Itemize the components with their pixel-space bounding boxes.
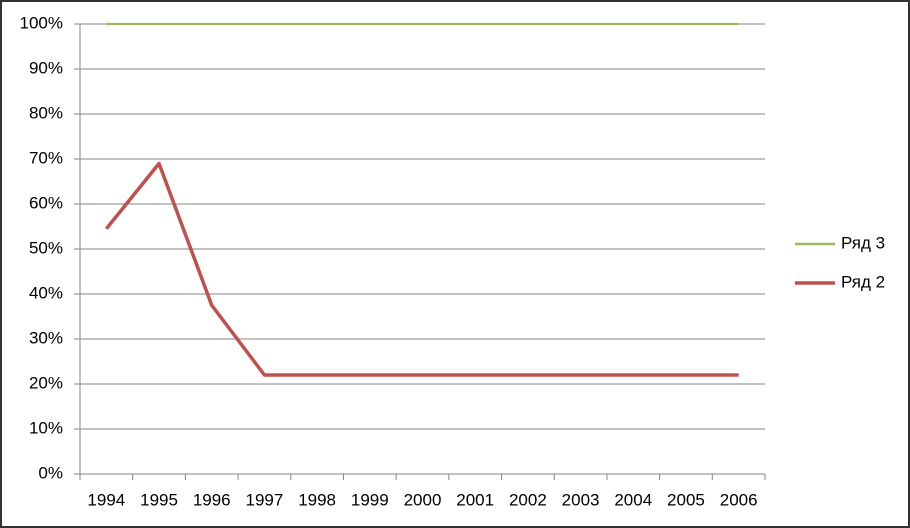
y-tick-label: 0% — [38, 463, 63, 482]
y-tick-label: 50% — [29, 238, 63, 257]
x-tick-label: 2006 — [720, 490, 758, 509]
legend-label: Ряд 3 — [841, 233, 885, 252]
x-tick-label: 2005 — [667, 490, 705, 509]
legend-label: Ряд 2 — [841, 272, 885, 291]
x-tick-label: 1998 — [298, 490, 336, 509]
x-tick-label: 2004 — [614, 490, 652, 509]
y-tick-label: 10% — [29, 418, 63, 437]
x-tick-label: 1995 — [140, 490, 178, 509]
line-series — [104, 161, 739, 377]
y-tick-label: 90% — [29, 58, 63, 77]
y-tick-label: 40% — [29, 283, 63, 302]
x-tick-label: 1997 — [246, 490, 284, 509]
y-tick-label: 80% — [29, 103, 63, 122]
x-tick-label: 1999 — [351, 490, 389, 509]
x-tick-label: 2001 — [456, 490, 494, 509]
y-tick-label: 70% — [29, 148, 63, 167]
y-tick-label: 20% — [29, 373, 63, 392]
x-tick-label: 1996 — [193, 490, 231, 509]
y-tick-label: 100% — [20, 13, 63, 32]
y-tick-label: 30% — [29, 328, 63, 347]
x-tick-label: 2000 — [404, 490, 442, 509]
x-tick-label: 2002 — [509, 490, 547, 509]
x-tick-label: 1994 — [87, 490, 125, 509]
x-tick-label: 2003 — [562, 490, 600, 509]
y-tick-label: 60% — [29, 193, 63, 212]
